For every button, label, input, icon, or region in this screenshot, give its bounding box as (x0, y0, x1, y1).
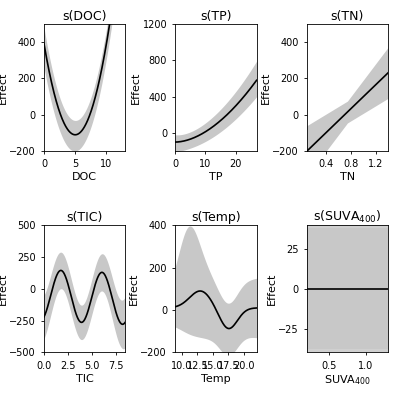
Title: s(Temp): s(Temp) (191, 211, 241, 224)
X-axis label: DOC: DOC (72, 172, 97, 182)
Y-axis label: Effect: Effect (129, 272, 139, 305)
X-axis label: TIC: TIC (76, 373, 94, 384)
Title: s(TP): s(TP) (200, 10, 232, 23)
Y-axis label: Effect: Effect (266, 272, 276, 305)
Y-axis label: Effect: Effect (0, 272, 8, 305)
Title: s(TIC): s(TIC) (66, 211, 103, 224)
Title: s(SUVA$_{400}$): s(SUVA$_{400}$) (313, 209, 382, 225)
Y-axis label: Effect: Effect (260, 71, 270, 104)
Title: s(DOC): s(DOC) (62, 10, 107, 23)
X-axis label: TN: TN (340, 172, 355, 182)
X-axis label: TP: TP (209, 172, 223, 182)
Y-axis label: Effect: Effect (0, 71, 8, 104)
X-axis label: Temp: Temp (201, 373, 231, 384)
Title: s(TN): s(TN) (331, 10, 364, 23)
Y-axis label: Effect: Effect (131, 71, 141, 104)
X-axis label: SUVA$_{400}$: SUVA$_{400}$ (324, 373, 371, 387)
